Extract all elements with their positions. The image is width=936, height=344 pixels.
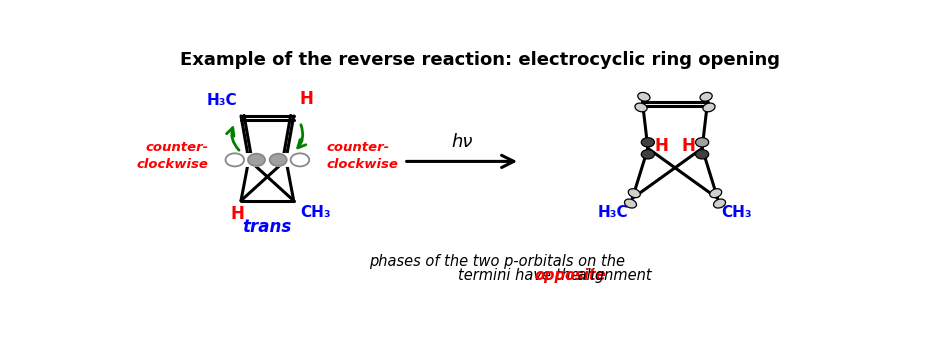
Text: Example of the reverse reaction: electrocyclic ring opening: Example of the reverse reaction: electro…: [180, 51, 780, 68]
FancyArrowPatch shape: [227, 128, 239, 150]
Text: CH₃: CH₃: [722, 205, 753, 219]
Text: alignment: alignment: [573, 268, 651, 283]
Ellipse shape: [641, 150, 654, 159]
Ellipse shape: [290, 153, 309, 166]
Text: phases of the two p-orbitals on the: phases of the two p-orbitals on the: [369, 254, 624, 269]
Ellipse shape: [700, 93, 712, 101]
Ellipse shape: [709, 189, 722, 198]
Text: H: H: [655, 137, 669, 155]
Ellipse shape: [695, 138, 709, 147]
Ellipse shape: [624, 199, 636, 208]
Text: counter-
clockwise: counter- clockwise: [327, 141, 398, 171]
Text: CH₃: CH₃: [300, 205, 330, 219]
Text: counter-
clockwise: counter- clockwise: [137, 141, 209, 171]
Text: trans: trans: [242, 218, 292, 236]
Text: H₃C: H₃C: [207, 93, 237, 108]
Ellipse shape: [713, 199, 725, 208]
Text: hν: hν: [451, 133, 473, 151]
Text: opposite: opposite: [534, 268, 606, 283]
Ellipse shape: [695, 150, 709, 159]
Ellipse shape: [703, 103, 715, 112]
Ellipse shape: [641, 138, 654, 147]
Ellipse shape: [248, 154, 265, 166]
FancyArrowPatch shape: [298, 125, 306, 148]
Text: termini have the: termini have the: [458, 268, 584, 283]
Ellipse shape: [637, 93, 650, 101]
Text: H: H: [230, 205, 244, 223]
Text: H₃C: H₃C: [598, 205, 628, 219]
Text: H: H: [300, 90, 314, 108]
Ellipse shape: [226, 153, 244, 166]
Ellipse shape: [628, 189, 640, 198]
Ellipse shape: [635, 103, 647, 112]
Ellipse shape: [270, 154, 286, 166]
Text: H: H: [681, 137, 695, 155]
